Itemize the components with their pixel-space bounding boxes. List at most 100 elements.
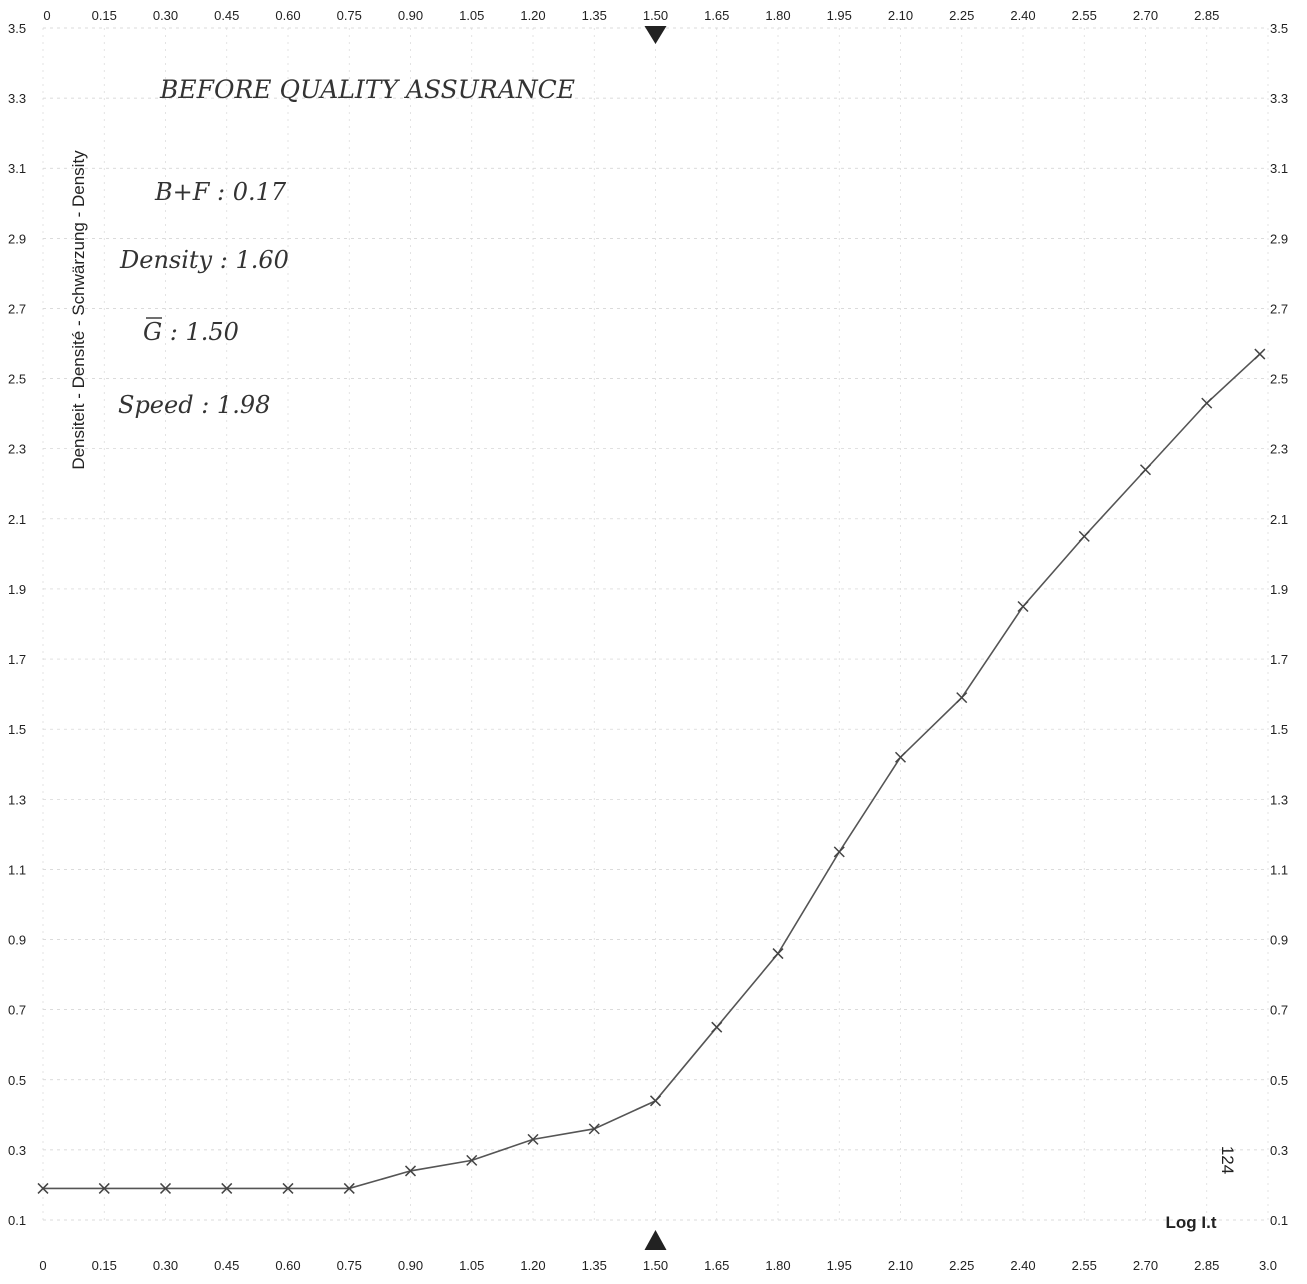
x-tick-label-bottom: 2.10 xyxy=(888,1258,913,1273)
x-tick-label-bottom: 1.05 xyxy=(459,1258,484,1273)
y-tick-label-right: 2.3 xyxy=(1270,442,1288,457)
x-tick-label-bottom: 2.25 xyxy=(949,1258,974,1273)
x-tick-label-top: 2.70 xyxy=(1133,8,1158,23)
y-tick-label-left: 1.3 xyxy=(8,792,26,807)
x-tick-label-top: 2.10 xyxy=(888,8,913,23)
x-tick-label-bottom: 1.35 xyxy=(582,1258,607,1273)
y-tick-label-right: 1.9 xyxy=(1270,582,1288,597)
data-point xyxy=(833,846,845,858)
y-tick-label-right: 0.9 xyxy=(1270,933,1288,948)
x-tick-label-top: 1.80 xyxy=(765,8,790,23)
annotation-title: BEFORE QUALITY ASSURANCE xyxy=(159,75,575,104)
x-tick-label-bottom: 2.70 xyxy=(1133,1258,1158,1273)
x-tick-label-top: 0.30 xyxy=(153,8,178,23)
y-tick-label-right: 0.5 xyxy=(1270,1073,1288,1088)
x-tick-label-bottom: 1.20 xyxy=(520,1258,545,1273)
x-tick-label-top: 2.40 xyxy=(1010,8,1035,23)
x-tick-label-top: 1.65 xyxy=(704,8,729,23)
data-point xyxy=(1254,348,1266,360)
x-tick-label-bottom: 3.0 xyxy=(1259,1258,1277,1273)
y-tick-label-right: 1.5 xyxy=(1270,722,1288,737)
data-point xyxy=(98,1182,110,1194)
sheet-number: 124 xyxy=(1218,1146,1237,1174)
data-point xyxy=(588,1123,600,1135)
x-tick-label-bottom: 1.80 xyxy=(765,1258,790,1273)
data-point xyxy=(404,1165,417,1177)
y-tick-label-left: 0.5 xyxy=(8,1073,26,1088)
y-tick-label-right: 2.7 xyxy=(1270,301,1288,316)
data-point xyxy=(772,948,784,960)
y-tick-label-right: 2.9 xyxy=(1270,231,1288,246)
reference-marker-bottom-icon xyxy=(644,1230,667,1250)
y-tick-label-right: 2.5 xyxy=(1270,372,1288,387)
y-tick-label-left: 3.1 xyxy=(8,161,26,176)
annotation-base-fog: B+F : 0.17 xyxy=(154,178,287,206)
data-point xyxy=(37,1182,49,1194)
y-tick-label-left: 0.1 xyxy=(8,1213,26,1228)
series-layer xyxy=(37,348,1266,1194)
x-tick-label-top: 2.25 xyxy=(949,8,974,23)
y-tick-label-left: 1.9 xyxy=(8,582,26,597)
data-point xyxy=(956,692,968,704)
y-tick-label-right: 2.1 xyxy=(1270,512,1288,527)
data-point xyxy=(159,1182,172,1194)
data-point xyxy=(1017,600,1029,613)
y-tick-label-left: 3.5 xyxy=(8,21,26,36)
data-point xyxy=(343,1182,355,1194)
y-tick-label-left: 0.9 xyxy=(8,933,26,948)
data-point xyxy=(527,1133,539,1145)
x-tick-label-top: 1.95 xyxy=(827,8,852,23)
reference-marker-top-icon xyxy=(644,26,667,44)
x-tick-label-bottom: 0.75 xyxy=(337,1258,362,1273)
data-point xyxy=(1078,530,1090,542)
y-axis-title: Densiteit - Densité - Schwärzung - Densi… xyxy=(69,150,88,470)
annotation-density: Density : 1.60 xyxy=(119,246,289,274)
x-tick-label-top: 2.55 xyxy=(1072,8,1097,23)
y-tick-label-right: 3.5 xyxy=(1270,21,1288,36)
x-tick-label-top: 1.20 xyxy=(520,8,545,23)
y-tick-label-right: 0.7 xyxy=(1270,1003,1288,1018)
x-tick-label-bottom: 0.90 xyxy=(398,1258,423,1273)
x-tick-label-bottom: 0.15 xyxy=(92,1258,117,1273)
y-tick-label-left: 0.7 xyxy=(8,1003,26,1018)
data-point xyxy=(466,1154,478,1166)
y-tick-label-right: 1.3 xyxy=(1270,792,1288,807)
y-tick-label-right: 0.3 xyxy=(1270,1143,1288,1158)
y-tick-label-left: 2.9 xyxy=(8,231,26,246)
x-axis-title: Log I.t xyxy=(1166,1213,1217,1232)
y-tick-label-left: 2.7 xyxy=(8,301,26,316)
data-point xyxy=(1201,397,1213,409)
data-point xyxy=(649,1095,662,1107)
x-tick-label-top: 0.60 xyxy=(275,8,300,23)
data-point xyxy=(894,751,907,763)
y-tick-label-left: 3.3 xyxy=(8,91,26,106)
x-tick-label-top: 0.90 xyxy=(398,8,423,23)
x-tick-label-top: 2.85 xyxy=(1194,8,1219,23)
density-curve xyxy=(43,353,1261,1190)
x-tick-label-bottom: 1.65 xyxy=(704,1258,729,1273)
x-tick-label-bottom: 2.85 xyxy=(1194,1258,1219,1273)
y-tick-label-right: 3.3 xyxy=(1270,91,1288,106)
y-tick-label-left: 0.3 xyxy=(8,1143,26,1158)
x-tick-label-top: 1.35 xyxy=(582,8,607,23)
data-point xyxy=(711,1021,723,1033)
x-tick-label-bottom: 2.40 xyxy=(1010,1258,1035,1273)
x-tick-label-bottom: 0 xyxy=(39,1258,46,1273)
x-tick-label-bottom: 1.95 xyxy=(827,1258,852,1273)
x-tick-label-bottom: 2.55 xyxy=(1072,1258,1097,1273)
y-tick-label-left: 2.5 xyxy=(8,372,26,387)
x-tick-label-top: 0.15 xyxy=(92,8,117,23)
data-point xyxy=(1139,464,1152,476)
x-tick-label-bottom: 1.50 xyxy=(643,1258,668,1273)
y-tick-label-left: 1.5 xyxy=(8,722,26,737)
data-point xyxy=(221,1182,233,1194)
x-tick-label-bottom: 0.30 xyxy=(153,1258,178,1273)
axis-layer: 3.5 3.5 3.3 3.3 3.1 3.1 2.9 2.9 2.7 2.7 2.5 2.5 2.3 2… xyxy=(8,8,1288,1273)
x-tick-label-bottom: 0.45 xyxy=(214,1258,239,1273)
y-tick-label-right: 3.1 xyxy=(1270,161,1288,176)
y-tick-label-left: 2.1 xyxy=(8,512,26,527)
y-tick-label-right: 1.7 xyxy=(1270,652,1288,667)
y-tick-label-left: 1.7 xyxy=(8,652,26,667)
